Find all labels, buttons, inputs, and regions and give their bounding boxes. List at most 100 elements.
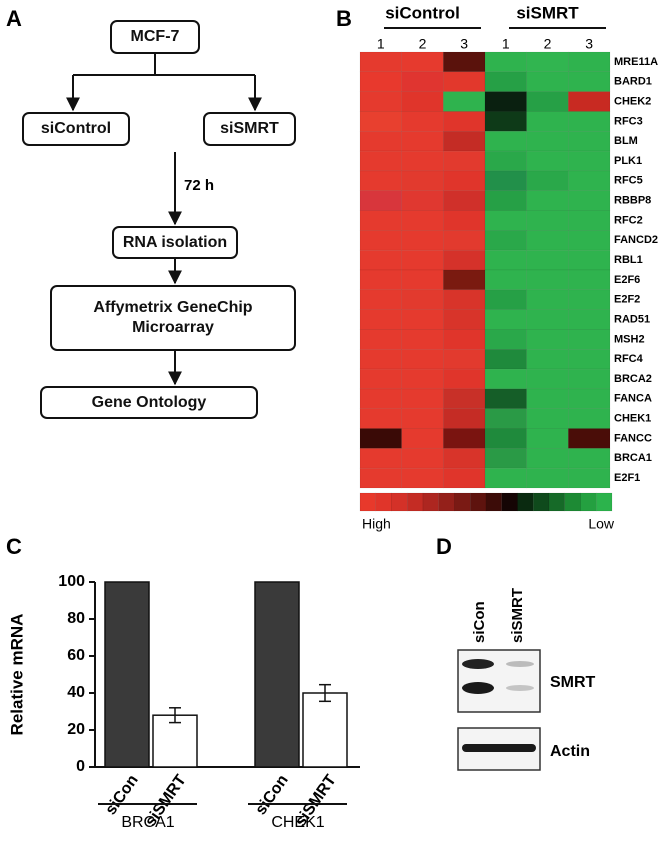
heatmap-cell (527, 72, 569, 92)
heatmap-cell (402, 250, 444, 270)
heatmap-cell (443, 409, 485, 429)
scale-swatch (455, 493, 471, 511)
heatmap-cell (360, 250, 402, 270)
x-tick-label: siCon (102, 772, 141, 818)
scale-label: High (362, 516, 391, 532)
gene-label: RBBP8 (614, 195, 651, 207)
heatmap-cell (527, 448, 569, 468)
y-tick-label: 20 (67, 721, 85, 738)
heatmap-cell (360, 389, 402, 409)
heatmap-cell (527, 92, 569, 112)
column-label: 2 (419, 36, 427, 52)
heatmap-cell (485, 270, 527, 290)
heatmap-cell (360, 409, 402, 429)
heatmap-cell (443, 131, 485, 151)
heatmap-cell (568, 111, 610, 131)
heatmap-cell (485, 369, 527, 389)
heatmap-cell (402, 131, 444, 151)
flow-node: siSMRT (203, 112, 296, 146)
y-tick-label: 80 (67, 610, 85, 627)
heatmap-cell (485, 409, 527, 429)
heatmap-cell (402, 191, 444, 211)
group-label: siControl (385, 3, 460, 22)
gene-label: BARD1 (614, 76, 652, 88)
gene-label: RFC2 (614, 214, 643, 226)
heatmap-cell (402, 448, 444, 468)
y-tick-label: 100 (58, 573, 85, 590)
heatmap-cell (360, 171, 402, 191)
heatmap-cell (402, 52, 444, 72)
column-label: 2 (544, 36, 552, 52)
gene-label: CHEK1 (614, 413, 651, 425)
heatmap-cell (568, 329, 610, 349)
gene-label: BLM (614, 135, 638, 147)
heatmap-cell (485, 52, 527, 72)
x-tick-label: siCon (252, 772, 291, 818)
heatmap-cell (568, 72, 610, 92)
heatmap-cell (568, 250, 610, 270)
heatmap-cell (527, 389, 569, 409)
scale-swatch (360, 493, 376, 511)
scale-swatch (502, 493, 518, 511)
scale-swatch (439, 493, 455, 511)
heatmap-cell (402, 230, 444, 250)
heatmap-cell (443, 191, 485, 211)
heatmap-cell (443, 171, 485, 191)
heatmap-cell (402, 72, 444, 92)
heatmap-cell (443, 151, 485, 171)
heatmap-cell (402, 290, 444, 310)
heatmap-cell (443, 52, 485, 72)
heatmap-cell (360, 151, 402, 171)
heatmap-cell (568, 429, 610, 449)
lane-label: siSMRT (509, 588, 526, 643)
scale-label: Low (588, 516, 615, 532)
heatmap-cell (360, 329, 402, 349)
gene-label: RAD51 (614, 313, 650, 325)
y-tick-label: 0 (76, 758, 85, 775)
flow-node: Affymetrix GeneChip Microarray (50, 285, 296, 351)
column-label: 1 (377, 36, 385, 52)
heatmap-cell (485, 389, 527, 409)
scale-swatch (518, 493, 534, 511)
heatmap-cell (568, 270, 610, 290)
heatmap-cell (485, 72, 527, 92)
heatmap-cell (527, 151, 569, 171)
heatmap-cell (402, 92, 444, 112)
heatmap-cell (443, 310, 485, 330)
heatmap-cell (527, 329, 569, 349)
heatmap-cell (402, 211, 444, 231)
flow-node: Gene Ontology (40, 386, 258, 419)
bar (105, 582, 149, 767)
heatmap-cell (485, 310, 527, 330)
heatmap-cell (485, 250, 527, 270)
blot-band (506, 685, 534, 691)
blot-frame (458, 650, 540, 712)
heatmap-cell (568, 369, 610, 389)
heatmap-cell (485, 329, 527, 349)
heatmap-cell (485, 349, 527, 369)
heatmap-cell (568, 131, 610, 151)
bar (303, 693, 347, 767)
heatmap-cell (527, 429, 569, 449)
lane-label: siCon (471, 601, 488, 643)
heatmap-cell (568, 191, 610, 211)
scale-swatch (533, 493, 549, 511)
blot-band (462, 659, 494, 669)
gene-label: FANCC (614, 432, 652, 444)
heatmap-cell (485, 131, 527, 151)
heatmap-cell (360, 131, 402, 151)
heatmap-cell (485, 92, 527, 112)
heatmap-cell (568, 52, 610, 72)
heatmap-cell (443, 111, 485, 131)
heatmap-cell (402, 389, 444, 409)
gene-label: BRCA2 (614, 373, 652, 385)
heatmap-cell (485, 230, 527, 250)
heatmap-cell (360, 191, 402, 211)
heatmap-cell (360, 349, 402, 369)
gene-label: BRCA1 (614, 452, 652, 464)
heatmap-cell (568, 151, 610, 171)
heatmap-cell (527, 270, 569, 290)
heatmap-cell (527, 310, 569, 330)
y-tick-label: 40 (67, 684, 85, 701)
